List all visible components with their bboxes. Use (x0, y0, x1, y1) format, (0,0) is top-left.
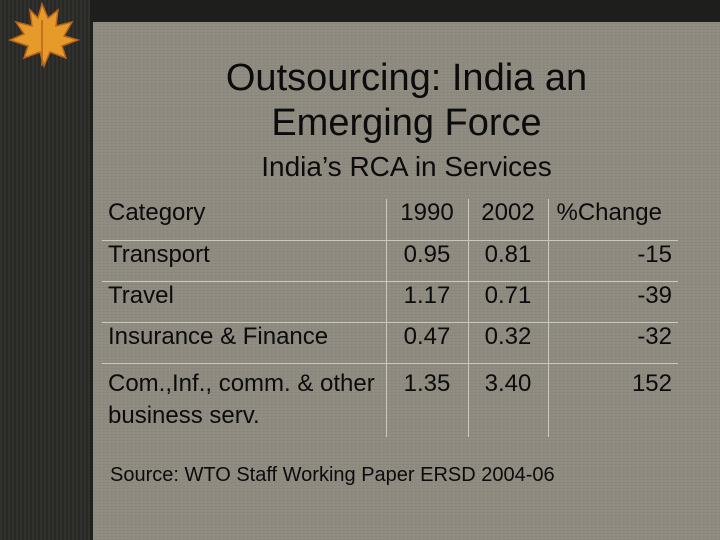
row-2002: 0.32 (467, 321, 549, 364)
row-category: Insurance & Finance (102, 321, 387, 364)
source-note: Source: WTO Staff Working Paper ERSD 200… (110, 464, 555, 486)
maple-leaf-icon (7, 1, 81, 69)
row-category: Com.,Inf., comm. & other business serv. (102, 362, 387, 437)
slide-subtitle: India’s RCA in Services (261, 151, 552, 182)
row-1990: 1.17 (385, 280, 469, 323)
table-header-row: Category 1990 2002 %Change (102, 199, 678, 241)
slide-title-line1: Outsourcing: India an (225, 57, 588, 99)
header-1990: 1990 (385, 199, 469, 241)
table-row: Travel 1.17 0.71 -39 (102, 280, 678, 323)
slide: Outsourcing: India an Emerging Force Ind… (93, 22, 720, 540)
row-1990: 0.47 (385, 321, 469, 364)
row-2002: 0.71 (467, 280, 549, 323)
row-category: Travel (102, 280, 387, 323)
table-row: Insurance & Finance 0.47 0.32 -32 (102, 321, 678, 364)
slide-title-line2: Emerging Force (271, 102, 542, 144)
header-category: Category (102, 199, 387, 241)
rca-table: Category 1990 2002 %Change Transport 0.9… (102, 199, 678, 437)
row-category: Transport (102, 239, 387, 282)
header-2002: 2002 (467, 199, 549, 241)
left-decor-band (0, 0, 90, 540)
row-1990: 0.95 (385, 239, 469, 282)
row-2002: 0.81 (467, 239, 549, 282)
row-pct-change: -15 (547, 239, 678, 282)
row-pct-change: -32 (547, 321, 678, 364)
table-row: Com.,Inf., comm. & other business serv. … (102, 362, 678, 437)
row-pct-change: -39 (547, 280, 678, 323)
header-pct-change: %Change (547, 199, 678, 241)
table-row: Transport 0.95 0.81 -15 (102, 239, 678, 282)
row-1990: 1.35 (385, 362, 469, 437)
row-2002: 3.40 (467, 362, 549, 437)
row-pct-change: 152 (547, 362, 678, 437)
